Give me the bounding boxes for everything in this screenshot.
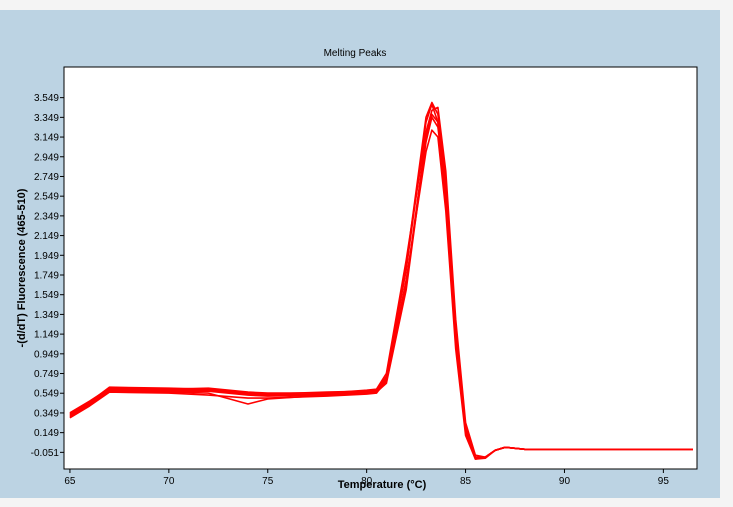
y-tick-label: 0.349 <box>34 408 59 419</box>
x-tick-label: 85 <box>460 476 472 487</box>
chart-panel: Melting Peaks -0.051 0.149 0.349 0.549 0.749… <box>0 10 720 498</box>
x-tick-label: 70 <box>163 476 175 487</box>
y-tick-label: 2.949 <box>34 152 59 163</box>
y-tick-label: 1.749 <box>34 270 59 281</box>
y-tick-label: 3.549 <box>34 93 59 104</box>
y-tick-label: 0.949 <box>34 349 59 360</box>
y-tick-label: 2.149 <box>34 231 59 242</box>
y-tick-label: 2.549 <box>34 192 59 203</box>
y-tick-label: 1.149 <box>34 330 59 341</box>
y-tick-label: 1.549 <box>34 290 59 301</box>
melting-peaks-chart: Melting Peaks -0.051 0.149 0.349 0.549 0.749… <box>16 48 698 491</box>
y-tick-label: 0.149 <box>34 428 59 439</box>
y-axis-title: -(d/dT) Fluorescence (465-510) <box>16 188 28 347</box>
series-line <box>69 113 693 460</box>
y-tick-label: 3.149 <box>34 133 59 144</box>
series-lines <box>69 101 693 460</box>
y-tick-label: 0.549 <box>34 389 59 400</box>
x-tick-label: 75 <box>262 476 274 487</box>
y-tick-label: 2.749 <box>34 172 59 183</box>
x-axis: 65 70 75 80 85 90 95 <box>64 469 669 487</box>
y-tick-label: 2.349 <box>34 211 59 222</box>
x-tick-label: 95 <box>658 476 670 487</box>
y-tick-label: 1.949 <box>34 251 59 262</box>
plot-area <box>63 66 698 470</box>
y-tick-label: 1.349 <box>34 310 59 321</box>
chart-title: Melting Peaks <box>324 48 387 59</box>
y-tick-label: -0.051 <box>31 448 60 459</box>
x-tick-label: 90 <box>559 476 571 487</box>
x-axis-title: Temperature (°C) <box>338 479 427 491</box>
x-tick-label: 80 <box>361 476 373 487</box>
x-tick-label: 65 <box>64 476 76 487</box>
y-tick-label: 0.749 <box>34 369 59 380</box>
y-tick-label: 3.349 <box>34 113 59 124</box>
y-axis: -0.051 0.149 0.349 0.549 0.749 0.949 1.149 1.34… <box>31 93 64 459</box>
